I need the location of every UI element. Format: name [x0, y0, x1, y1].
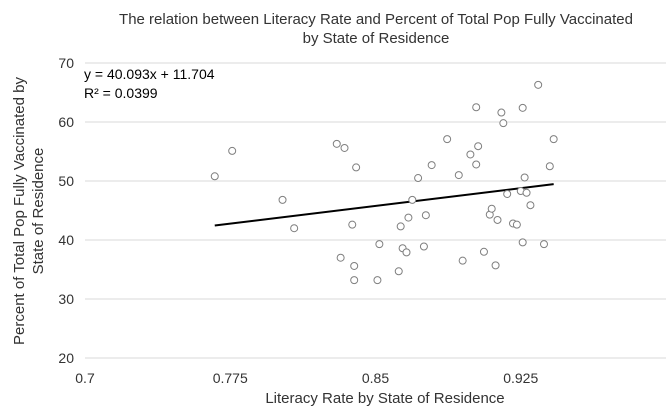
data-point — [497, 108, 506, 117]
data-point — [491, 261, 500, 270]
data-point — [404, 213, 413, 222]
chart-title: The relation between Literacy Rate and P… — [119, 11, 633, 47]
data-point — [539, 240, 548, 249]
data-point — [414, 174, 423, 183]
data-point — [520, 173, 529, 182]
trendline-r-squared-text: R² = 0.0399 — [84, 85, 158, 101]
data-point — [503, 189, 512, 198]
data-points — [210, 80, 558, 285]
data-point — [512, 220, 521, 229]
trendline-equation: y = 40.093x + 11.704 R² = 0.0399 — [84, 66, 215, 101]
x-tick-label: 0.775 — [213, 370, 248, 386]
data-point — [472, 160, 481, 169]
data-point — [228, 146, 237, 155]
data-point — [545, 162, 554, 171]
y-tick-label: 50 — [58, 173, 74, 189]
x-tick-label: 0.925 — [503, 370, 538, 386]
data-point — [474, 142, 483, 151]
x-axis-ticks: 0.7 0.775 0.85 0.925 — [75, 370, 538, 386]
data-point — [458, 256, 467, 265]
x-tick-label: 0.7 — [75, 370, 95, 386]
data-point — [332, 139, 341, 148]
y-tick-label: 70 — [58, 55, 74, 71]
trendline — [214, 183, 554, 227]
data-point — [350, 261, 359, 270]
data-point — [518, 103, 527, 112]
data-point — [348, 220, 357, 229]
data-point — [443, 135, 452, 144]
data-point — [290, 224, 299, 233]
data-point — [479, 247, 488, 256]
data-point — [549, 135, 558, 144]
data-point — [487, 204, 496, 213]
data-point — [278, 195, 287, 204]
data-point — [419, 242, 428, 251]
y-axis-title: Percent of Total Pop Fully Vaccinated by… — [11, 77, 47, 345]
data-point — [454, 171, 463, 180]
y-axis-ticks: 20 30 40 50 60 70 — [58, 55, 74, 366]
data-point — [394, 267, 403, 276]
x-axis-title: Literacy Rate by State of Residence — [265, 390, 504, 407]
data-point — [526, 201, 535, 210]
data-point — [373, 276, 382, 285]
data-point — [522, 188, 531, 197]
data-point — [396, 222, 405, 231]
data-point — [408, 195, 417, 204]
y-tick-label: 20 — [58, 350, 74, 366]
y-axis-title-line-2: State of Residence — [30, 148, 47, 275]
data-point — [427, 161, 436, 170]
y-tick-label: 40 — [58, 232, 74, 248]
data-point — [350, 276, 359, 285]
data-point — [340, 143, 349, 152]
data-point — [352, 163, 361, 172]
data-point — [534, 80, 543, 89]
data-point — [402, 248, 411, 257]
data-point — [493, 215, 502, 224]
data-point — [421, 211, 430, 220]
data-point — [466, 150, 475, 159]
data-point — [210, 172, 219, 181]
y-tick-label: 60 — [58, 114, 74, 130]
trendline-layer — [214, 183, 554, 227]
data-point — [499, 119, 508, 128]
data-point — [336, 253, 345, 262]
gridlines — [85, 62, 666, 359]
data-point — [375, 240, 384, 249]
data-point — [472, 103, 481, 112]
chart-title-line-2: by State of Residence — [303, 30, 450, 47]
y-axis-title-line-1: Percent of Total Pop Fully Vaccinated by — [11, 77, 28, 345]
x-tick-label: 0.85 — [362, 370, 389, 386]
chart-title-line-1: The relation between Literacy Rate and P… — [119, 11, 633, 28]
y-tick-label: 30 — [58, 291, 74, 307]
data-point — [518, 238, 527, 247]
trendline-equation-text: y = 40.093x + 11.704 — [84, 66, 215, 82]
